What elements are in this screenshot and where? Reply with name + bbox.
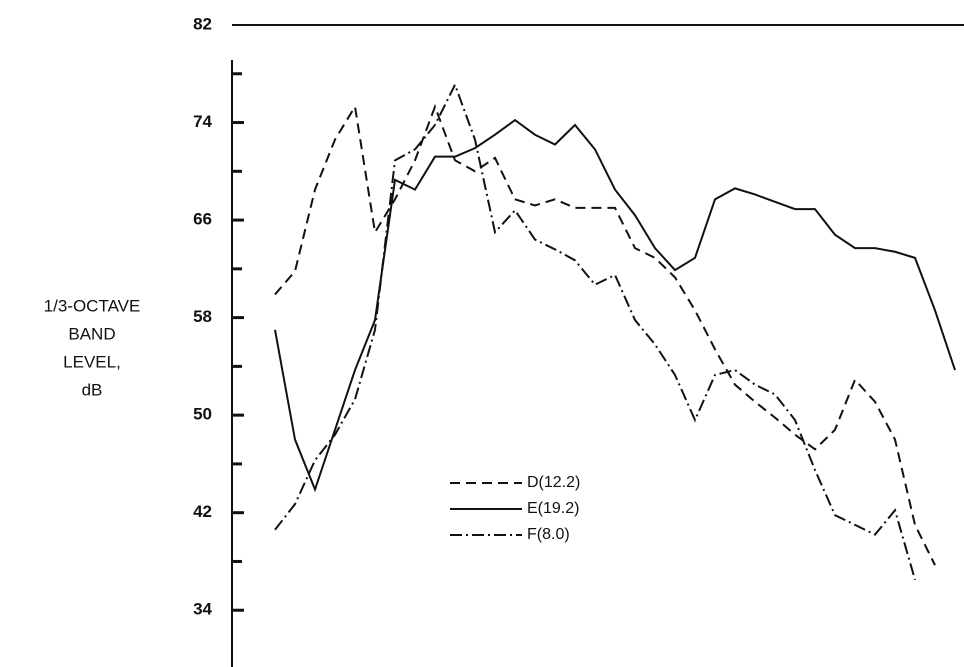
y-tick-label: 82 <box>193 14 212 33</box>
y-axis-label: LEVEL, <box>63 352 121 371</box>
y-tick-label: 50 <box>193 405 212 424</box>
legend-label: E(19.2) <box>527 500 579 517</box>
legend-label: D(12.2) <box>527 474 580 491</box>
series-line <box>274 103 936 566</box>
y-tick-label: 66 <box>193 210 212 229</box>
y-axis-label: 1/3-OCTAVE <box>44 296 141 315</box>
legend-label: F(8.0) <box>527 526 570 543</box>
y-axis-label: BAND <box>68 324 115 343</box>
series-line <box>274 118 956 493</box>
y-tick-label: 34 <box>193 600 212 619</box>
y-tick-label: 58 <box>193 307 212 326</box>
y-tick-label: 74 <box>193 112 212 131</box>
y-axis-label: dB <box>82 380 103 399</box>
y-tick-label: 42 <box>193 502 212 521</box>
